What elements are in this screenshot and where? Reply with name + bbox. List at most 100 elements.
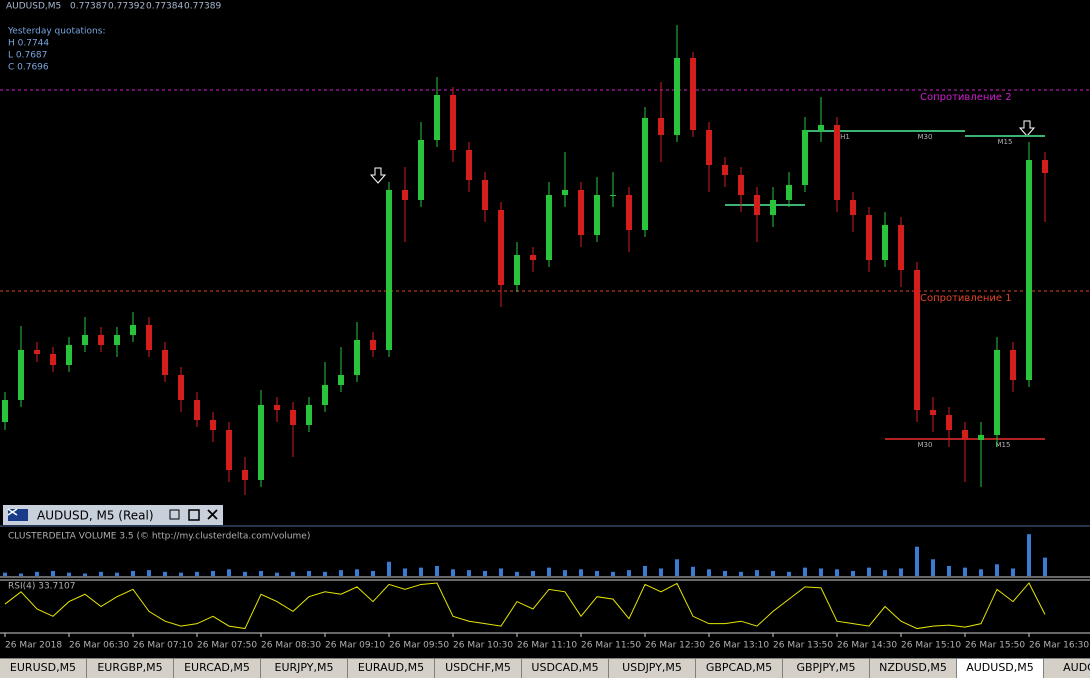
volume-bar [595,570,599,576]
resistance-label: Сопротивление 2 [920,92,1012,103]
volume-bar [371,570,375,576]
candle-body [1026,160,1032,380]
level-label: H1 [840,133,850,141]
yesterday-line: H 0.7744 [8,39,49,49]
symbol-tab[interactable]: GBPCAD,M5 [696,659,783,678]
symbol: AUDUSD,M5 [6,2,61,12]
candle-body [962,430,968,440]
volume-bar [563,570,567,576]
candle-body [738,175,744,195]
time-label: 26 Mar 2018 [5,641,62,651]
candle-body [930,410,936,415]
maximize-button[interactable] [188,509,200,521]
candle-body [290,410,296,425]
volume-bar [67,572,71,576]
candle-body [178,375,184,400]
volume-bar [627,570,631,576]
quote: 0.77389 [184,2,221,12]
candle-body [834,125,840,200]
volume-bar [1043,557,1047,576]
volume-bar [115,572,119,576]
volume-bar [755,570,759,576]
candle-body [850,200,856,215]
candle-body [674,58,680,135]
volume-bar [547,567,551,576]
volume-bar [771,570,775,576]
volume-bar [227,569,231,576]
time-label: 26 Mar 09:50 [389,641,449,651]
symbol-tabs: EURUSD,M5 EURGBP,M5 EURCAD,M5 EURJPY,M5 EURA… [0,658,1090,678]
volume-bar [995,564,999,576]
volume-bar [403,568,407,576]
volume-bar [323,571,327,576]
time-label: 26 Mar 15:10 [901,641,961,651]
volume-bar [435,565,439,576]
quote: 0.77384 [146,2,183,12]
close-button[interactable] [207,509,218,520]
level-label: M30 [918,133,933,141]
volume-bar [99,571,103,576]
symbol-tab[interactable]: EURUSD,M5 [0,659,87,678]
time-label: 26 Mar 06:30 [69,641,129,651]
volume-bar [739,571,743,576]
window-bar[interactable] [3,505,223,525]
symbol-tab[interactable]: NZDUSD,M5 [870,659,957,678]
volume-bar [579,569,583,576]
yesterday-title: Yesterday quotations: [7,27,105,37]
volume-bar [259,570,263,576]
candle-body [898,225,904,270]
candle-body [194,400,200,420]
volume-bar [643,565,647,576]
candle-body [146,325,152,350]
candle-body [322,385,328,405]
candle-body [34,350,40,354]
symbol-tab[interactable]: AUDUSD,M5 [957,659,1044,678]
symbol-tab[interactable]: GBPJPY,M5 [783,659,870,678]
candle-body [18,350,24,400]
volume-bar [611,571,615,576]
volume-bar [675,559,679,576]
time-label: 26 Mar 09:10 [325,641,385,651]
volume-bar [1011,568,1015,576]
candle-body [706,130,712,165]
symbol-tab[interactable]: USDCAD,M5 [522,659,609,678]
candle-body [258,405,264,480]
time-label: 26 Mar 11:10 [517,641,577,651]
candle-body [50,354,56,365]
symbol-tab[interactable]: USDJPY,M5 [609,659,696,678]
volume-bar [483,570,487,576]
candle-body [562,190,568,195]
symbol-tab[interactable]: USDCHF,M5 [435,659,522,678]
volume-bar [467,570,471,576]
candle-body [1010,350,1016,380]
volume-bar [659,568,663,576]
volume-bar [211,570,215,576]
window-title: AUDUSD, M5 (Real) [37,509,154,523]
yesterday-line: L 0.7687 [8,51,47,61]
candle-body [882,225,888,260]
candle-body [514,255,520,285]
candle-body [594,195,600,235]
volume-bar [147,570,151,576]
time-label: 26 Mar 12:30 [645,641,705,651]
volume-bar [899,568,903,576]
volume-bar [883,570,887,576]
volume-bar [131,570,135,576]
symbol-tab[interactable]: AUDCAD [1044,659,1090,678]
candle-body [530,255,536,260]
symbol-tab[interactable]: EURGBP,M5 [87,659,174,678]
symbol-tab[interactable]: EURAUD,M5 [348,659,435,678]
candle-body [546,195,552,260]
symbol-tab[interactable]: EURCAD,M5 [174,659,261,678]
symbol-tab[interactable]: EURJPY,M5 [261,659,348,678]
volume-bar [691,566,695,576]
candle-body [578,190,584,235]
candle-body [994,350,1000,435]
restore-button[interactable] [169,509,180,520]
quote: 0.77392 [108,2,145,12]
volume-bar [163,571,167,576]
quotes: 0.77387 0.77392 0.77384 0.77389 [70,2,221,12]
candle-body [2,400,8,422]
volume-bar [355,569,359,576]
